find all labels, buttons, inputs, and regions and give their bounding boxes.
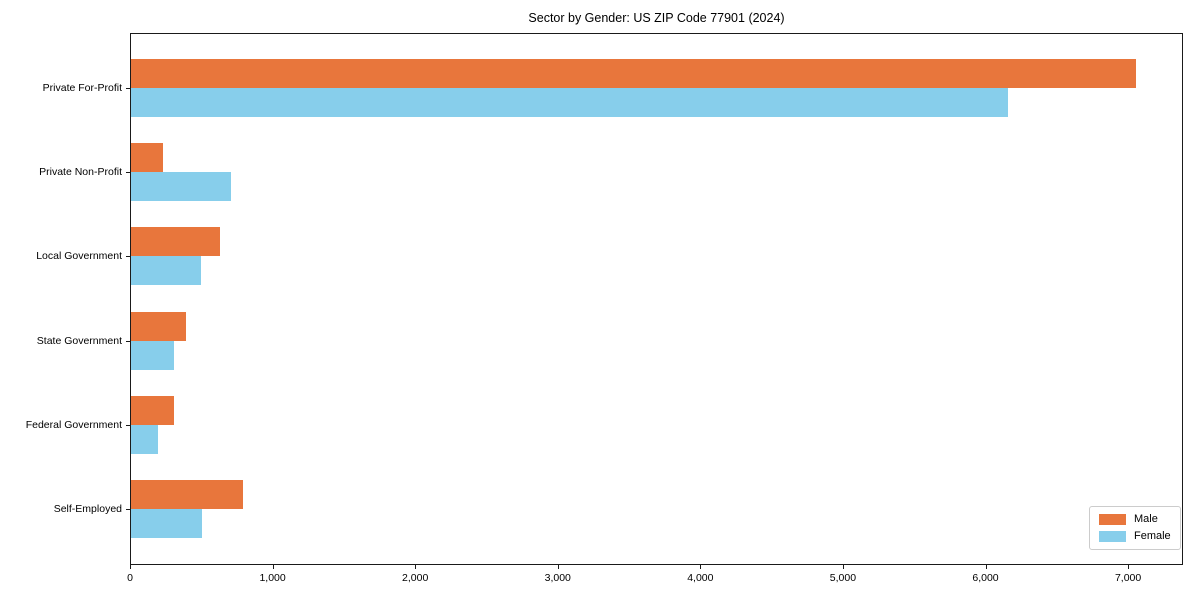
x-tick-label-7000: 7,000 (1114, 572, 1142, 584)
x-tick-mark (1128, 565, 1130, 569)
legend-swatch-female (1099, 531, 1126, 542)
bar-male-federal-government (131, 395, 174, 425)
legend-item-female: Female (1099, 531, 1171, 542)
legend-label-female: Female (1134, 530, 1171, 542)
x-tick-label-5000: 5,000 (829, 572, 857, 584)
bar-female-local-government (131, 256, 201, 286)
x-tick-label-2000: 2,000 (402, 572, 429, 584)
bar-female-private-for-profit (131, 88, 1008, 117)
plot-area (130, 33, 1183, 565)
x-tick-mark (415, 565, 417, 569)
x-tick-label-0: 0 (127, 572, 133, 584)
y-tick-label-state-government: State Government (36, 334, 122, 347)
y-tick-label-local-government: Local Government (36, 250, 122, 263)
y-tick-mark (126, 424, 130, 426)
y-tick-mark (126, 256, 130, 258)
y-tick-label-private-non-profit: Private Non-Profit (39, 166, 122, 179)
bar-male-private-for-profit (131, 59, 1136, 88)
y-tick-label-self-employed: Self-Employed (53, 503, 122, 515)
bar-male-state-government (131, 311, 186, 341)
y-tick-mark (126, 509, 130, 510)
x-tick-label-1000: 1,000 (259, 572, 286, 584)
legend: Male Female (1089, 506, 1181, 550)
x-tick-mark (557, 565, 559, 569)
x-tick-label-4000: 4,000 (687, 572, 714, 584)
y-tick-label-private-for-profit: Private For-Profit (42, 82, 122, 94)
legend-item-male: Male (1099, 514, 1171, 525)
x-tick-mark (130, 565, 131, 569)
bar-female-state-government (131, 340, 174, 370)
bar-female-private-non-profit (131, 172, 231, 202)
bar-male-self-employed (131, 480, 243, 509)
x-tick-mark (985, 565, 987, 569)
x-tick-label-3000: 3,000 (544, 572, 571, 584)
x-tick-label-6000: 6,000 (972, 572, 999, 584)
y-tick-mark (126, 172, 130, 174)
y-tick-mark (126, 340, 130, 342)
x-tick-mark (272, 565, 274, 569)
bar-female-federal-government (131, 424, 158, 454)
bar-female-self-employed (131, 509, 202, 538)
bar-male-private-non-profit (131, 143, 163, 173)
x-tick-mark (842, 565, 844, 569)
bar-male-local-government (131, 227, 220, 257)
legend-swatch-male (1099, 514, 1126, 525)
legend-label-male: Male (1134, 513, 1158, 525)
chart-title: Sector by Gender: US ZIP Code 77901 (202… (528, 11, 785, 25)
y-tick-mark (126, 88, 130, 89)
x-tick-mark (700, 565, 702, 569)
y-tick-label-federal-government: Federal Government (25, 418, 122, 431)
